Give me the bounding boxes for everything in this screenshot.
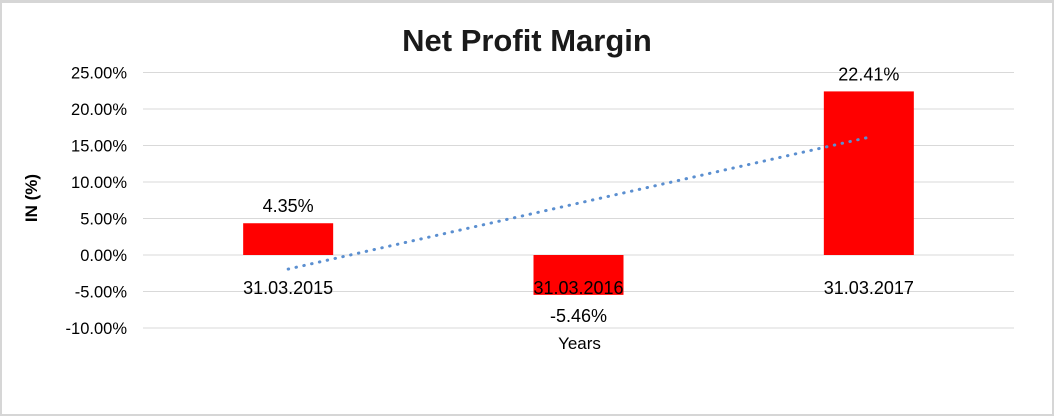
x-category-label: 31.03.2015 xyxy=(243,278,333,298)
bar-data-label: -5.46% xyxy=(550,306,607,326)
bar xyxy=(533,255,624,295)
y-tick-label: -10.00% xyxy=(66,320,128,338)
trendline xyxy=(286,135,871,271)
bar-data-label: 4.35% xyxy=(263,196,314,216)
bar xyxy=(823,91,914,255)
y-tick-label: 5.00% xyxy=(80,211,127,229)
bar-data-label: 22.41% xyxy=(838,64,899,84)
y-tick-label: 15.00% xyxy=(71,138,127,156)
y-tick-label: 0.00% xyxy=(80,247,127,265)
plot-area: 25.00% 20.00% 15.00% 10.00% 5.00% 0.00% -5.00%… xyxy=(66,64,1014,338)
y-tick-label: 20.00% xyxy=(71,101,127,119)
y-tick-label: 10.00% xyxy=(71,174,127,192)
x-category-label: 31.03.2017 xyxy=(824,278,914,298)
x-axis-title: Years xyxy=(558,334,601,353)
y-tick-label: 25.00% xyxy=(71,65,127,83)
bar xyxy=(243,223,334,255)
y-tick-label: -5.00% xyxy=(75,284,128,302)
chart-title: Net Profit Margin xyxy=(402,23,652,58)
x-category-label: 31.03.2016 xyxy=(533,278,623,298)
